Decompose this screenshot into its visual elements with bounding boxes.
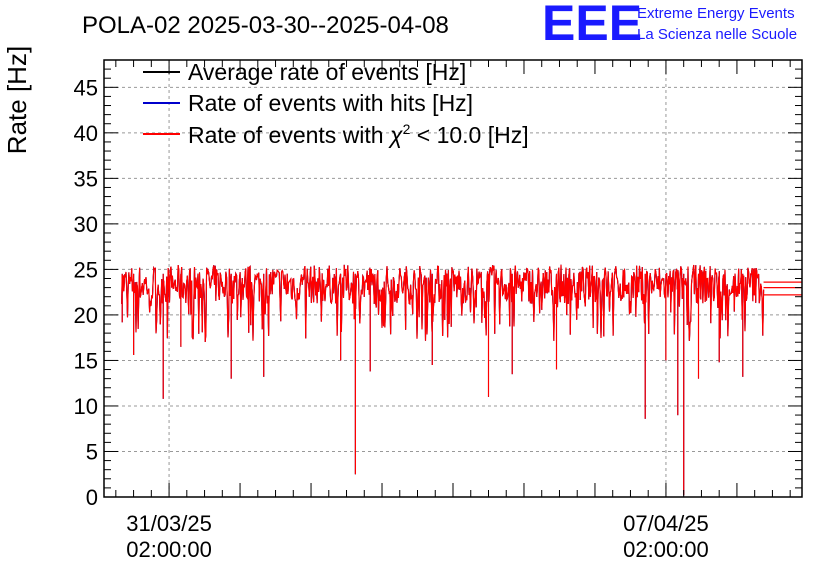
logo-eee-text: EEE	[542, 0, 642, 51]
y-tick-label: 5	[86, 439, 98, 464]
y-tick-label: 30	[74, 212, 98, 237]
legend-label-average: Average rate of events [Hz]	[188, 59, 466, 85]
chart-title: POLA-02 2025-03-30--2025-04-08	[82, 12, 449, 39]
y-tick-label: 20	[74, 303, 98, 328]
y-tick-labels: 0 5 10 15 20 25 30 35 40 45	[74, 75, 98, 510]
axes	[103, 59, 803, 498]
logo-line-2: La Scienza nelle Scuole	[637, 26, 797, 43]
y-tick-label: 35	[74, 166, 98, 191]
legend: Average rate of events [Hz] Rate of even…	[143, 59, 529, 148]
y-tick-label: 0	[86, 485, 98, 510]
y-tick-label: 15	[74, 348, 98, 373]
x-tick-label-time: 02:00:00	[126, 537, 212, 562]
series-chi2-line	[121, 264, 765, 496]
legend-label-chi2: Rate of events with χ2 < 10.0 [Hz]	[188, 121, 529, 148]
legend-label-hits: Rate of events with hits [Hz]	[188, 90, 473, 116]
x-tick-label-date: 31/03/25	[126, 511, 212, 536]
eee-logo: EEE Extreme Energy Events La Scienza nel…	[542, 0, 797, 51]
x-tick-label-time: 02:00:00	[623, 537, 709, 562]
x-tick-label-date: 07/04/25	[623, 511, 709, 536]
y-tick-label: 45	[74, 75, 98, 100]
data-series	[121, 264, 802, 496]
y-tick-label: 25	[74, 257, 98, 282]
grid-lines	[104, 60, 802, 497]
y-tick-label: 40	[74, 121, 98, 146]
y-tick-label: 10	[74, 394, 98, 419]
y-axis-label: Rate [Hz]	[2, 46, 32, 154]
logo-line-1: Extreme Energy Events	[637, 5, 795, 22]
